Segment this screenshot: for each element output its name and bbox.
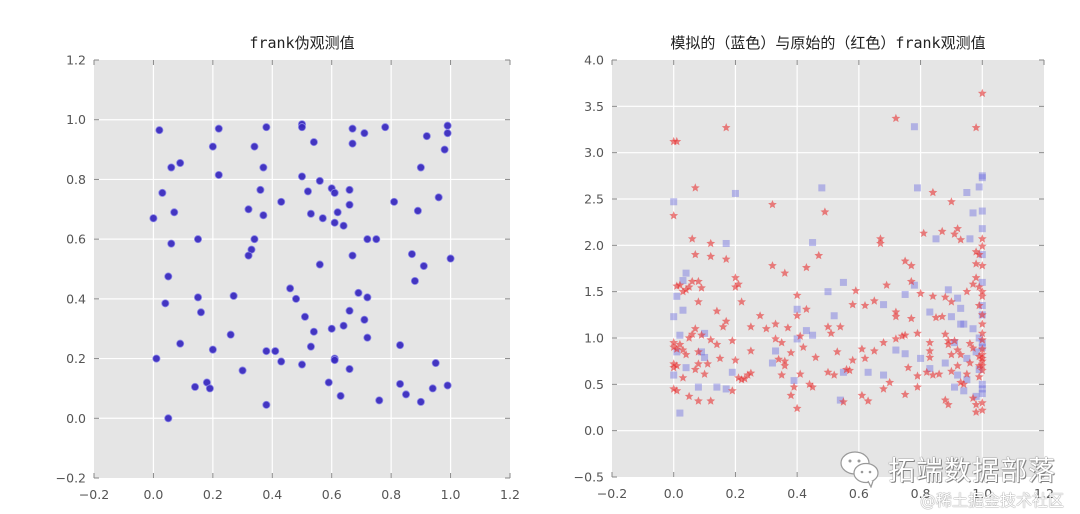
svg-text:0.6: 0.6: [66, 232, 86, 247]
right-chart-title: 模拟的（蓝色）与原始的（红色）frank观测值: [670, 34, 986, 52]
svg-text:1.0: 1.0: [441, 487, 461, 502]
watermark-text: 拓端数据部落: [888, 455, 1056, 487]
svg-text:3.5: 3.5: [584, 99, 604, 114]
svg-text:0.2: 0.2: [66, 351, 86, 366]
left-chart-title: frank伪观测值: [249, 34, 355, 52]
svg-text:1.5: 1.5: [584, 284, 604, 299]
left-scatter-axes: −0.2 0.0 0.2 0.4 0.6 0.8 1.0 1.2 −0.2 0.0 0.2 0.4 0.…: [56, 53, 520, 503]
svg-text:0.2: 0.2: [203, 487, 223, 502]
svg-text:2.5: 2.5: [584, 192, 604, 207]
svg-text:0.4: 0.4: [66, 291, 86, 306]
svg-text:4.0: 4.0: [584, 53, 604, 68]
svg-text:0.0: 0.0: [584, 423, 604, 438]
svg-text:1.2: 1.2: [66, 53, 86, 68]
svg-text:−0.2: −0.2: [56, 471, 86, 486]
svg-text:0.4: 0.4: [787, 486, 807, 501]
svg-text:3.0: 3.0: [584, 145, 604, 160]
svg-text:0.8: 0.8: [911, 486, 931, 501]
svg-text:1.0: 1.0: [972, 486, 992, 501]
svg-text:−0.5: −0.5: [574, 470, 604, 485]
svg-text:1.0: 1.0: [584, 331, 604, 346]
svg-text:0.0: 0.0: [143, 487, 163, 502]
svg-text:0.4: 0.4: [262, 487, 282, 502]
svg-text:0.8: 0.8: [66, 172, 86, 187]
svg-text:1.0: 1.0: [66, 112, 86, 127]
svg-text:0.0: 0.0: [66, 411, 86, 426]
svg-text:2.0: 2.0: [584, 238, 604, 253]
svg-text:0.8: 0.8: [381, 487, 401, 502]
watermark: 拓端数据部落: [838, 448, 1056, 488]
svg-text:0.6: 0.6: [849, 486, 869, 501]
svg-text:−0.2: −0.2: [597, 486, 627, 501]
svg-text:0.2: 0.2: [725, 486, 745, 501]
right-scatter-axes: −0.2 0.0 0.2 0.4 0.6 0.8 1.0 1.2 −0.5 0.0 0.5 1.0 1.…: [574, 53, 1054, 502]
svg-text:0.6: 0.6: [322, 487, 342, 502]
svg-text:−0.2: −0.2: [79, 487, 109, 502]
wechat-icon: [840, 451, 879, 488]
svg-text:0.5: 0.5: [584, 377, 604, 392]
svg-text:0.0: 0.0: [664, 486, 684, 501]
svg-text:1.2: 1.2: [1034, 486, 1054, 501]
svg-text:1.2: 1.2: [500, 487, 520, 502]
watermark-subtext: @稀土掘金技术社区: [920, 491, 1065, 510]
